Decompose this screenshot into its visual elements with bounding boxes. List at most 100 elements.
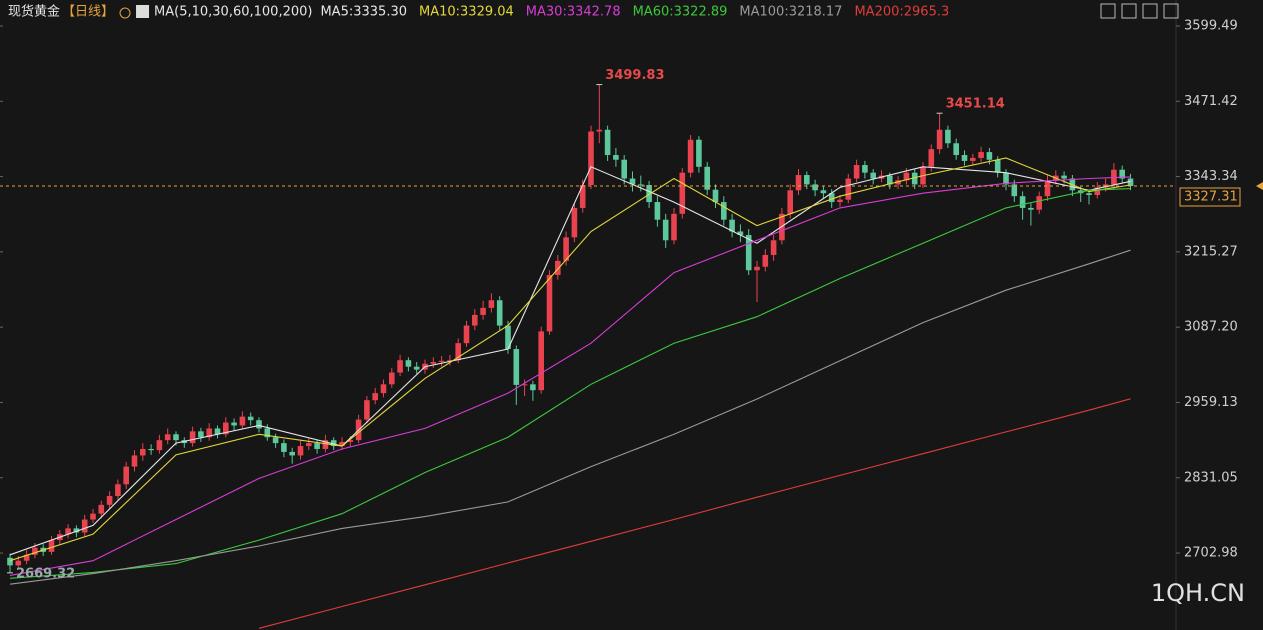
candle-body — [787, 190, 793, 214]
tool-icon[interactable] — [1100, 3, 1116, 19]
candle-body — [164, 434, 171, 441]
candle-body — [463, 325, 470, 344]
candle-body — [438, 360, 445, 362]
candle-body — [530, 384, 536, 391]
candle-body — [903, 172, 910, 181]
price-marker — [1256, 182, 1263, 191]
candle-body — [15, 560, 22, 566]
candle-body — [380, 384, 387, 394]
candle-body — [32, 547, 38, 555]
y-tick-label: 3087.20 — [1184, 320, 1238, 335]
y-tick-label: 3343.34 — [1184, 169, 1238, 184]
candle-body — [845, 178, 852, 200]
candle-body — [895, 180, 901, 185]
candle-body — [289, 451, 295, 456]
tool-icon[interactable] — [1163, 3, 1179, 19]
candle-body — [1003, 172, 1009, 185]
candle-body — [1036, 196, 1042, 210]
candle-body — [671, 213, 677, 241]
candle-body — [488, 300, 495, 308]
candle-body — [862, 165, 868, 173]
y-tick-label: 2702.98 — [1184, 546, 1238, 561]
candle-body — [115, 484, 121, 497]
candle-body — [140, 448, 146, 456]
candle-body — [953, 143, 959, 156]
candle-body — [81, 519, 88, 533]
candle-body — [986, 152, 993, 160]
candle-body — [762, 254, 769, 267]
candle-body — [579, 185, 586, 208]
candle-body — [638, 184, 644, 186]
candle-body — [306, 443, 312, 447]
price-tag: 3327.31 — [1184, 190, 1238, 205]
candle-body — [936, 129, 943, 150]
ma-line — [9, 166, 1131, 556]
candle-body — [347, 440, 354, 442]
annotation: 2669.32 — [16, 566, 75, 581]
candle-body — [1019, 196, 1026, 208]
candle-body — [911, 172, 918, 185]
candle-body — [555, 260, 561, 275]
candle-body — [339, 441, 345, 447]
candle-body — [770, 240, 777, 255]
candle-body — [712, 189, 719, 203]
tool-icon[interactable] — [1121, 3, 1137, 19]
candle-body — [173, 434, 179, 441]
candle-body — [654, 202, 661, 220]
candle-body — [613, 155, 619, 160]
candle-body — [322, 440, 329, 449]
candle-body — [405, 360, 412, 367]
candle-body — [297, 446, 304, 456]
candle-body — [239, 416, 246, 426]
candle-body — [729, 219, 735, 232]
tool-icon[interactable] — [1142, 3, 1158, 19]
plot-area — [7, 84, 1134, 629]
header-icon — [119, 7, 131, 19]
candle-body — [455, 343, 461, 361]
candle-body — [679, 172, 686, 214]
candle-body — [505, 325, 511, 350]
candle-body — [704, 166, 710, 190]
candle-body — [1011, 184, 1018, 197]
candle-body — [1086, 193, 1092, 196]
candle-body — [961, 155, 968, 161]
candle-body — [106, 496, 113, 505]
candle-body — [629, 178, 636, 185]
candle-body — [945, 129, 951, 144]
candle-body — [256, 420, 262, 429]
candle-body — [621, 159, 627, 179]
candle-body — [837, 199, 843, 203]
candle-body — [198, 431, 204, 438]
header-text: MA200:2965.3 — [854, 5, 949, 20]
candle-body — [588, 131, 594, 186]
y-tick-label: 3215.27 — [1184, 244, 1238, 259]
candle-body — [978, 152, 984, 158]
candle-body — [737, 231, 744, 235]
candle-body — [970, 157, 976, 161]
candle-body — [546, 274, 553, 332]
candle-body — [364, 400, 370, 420]
candle-body — [596, 129, 603, 132]
header-text: MA100:3218.17 — [739, 5, 842, 20]
annotation: 3451.14 — [946, 97, 1005, 112]
candle-body — [513, 349, 520, 385]
candle-body — [563, 237, 569, 261]
candle-body — [1061, 175, 1067, 179]
candle-body — [887, 175, 893, 185]
candle-body — [48, 540, 55, 552]
candle-body — [447, 360, 453, 362]
candle-body — [389, 372, 395, 385]
header-text: MA60:3322.89 — [633, 5, 728, 20]
y-tick-label: 3471.42 — [1184, 94, 1238, 109]
header-text: MA30:3342.78 — [526, 5, 621, 20]
candle-body — [721, 202, 727, 220]
header-text: 现货黄金 — [8, 4, 60, 20]
price-tag-box — [1179, 187, 1241, 207]
candle-body — [687, 139, 694, 173]
candle-body — [272, 437, 279, 444]
candle-body — [754, 266, 760, 271]
candle-body — [696, 139, 702, 167]
candle-body — [214, 428, 221, 435]
candle-body — [73, 528, 80, 533]
